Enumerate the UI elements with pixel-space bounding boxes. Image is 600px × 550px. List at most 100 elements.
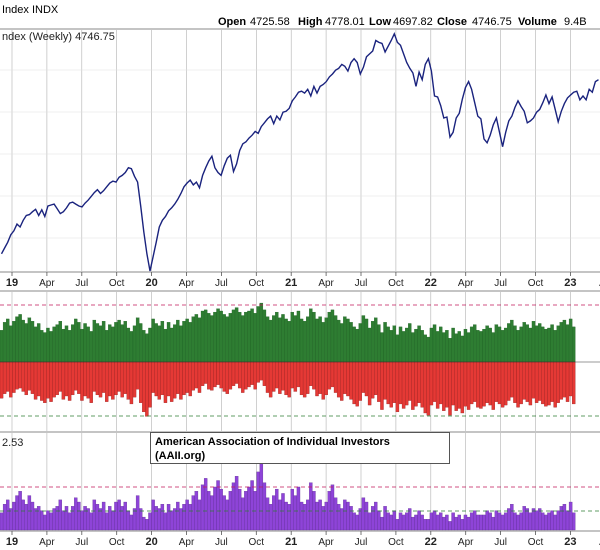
bearish-bar	[562, 361, 567, 398]
ratio-bar	[377, 510, 381, 531]
bearish-bar	[482, 361, 486, 407]
bearish-bar	[544, 361, 548, 407]
bearish-bar	[36, 361, 41, 397]
ratio-bar	[135, 495, 140, 531]
bullish-bar	[67, 330, 72, 363]
ratio-bar	[537, 508, 542, 531]
bullish-bar	[142, 330, 146, 363]
bearish-bar	[405, 361, 409, 406]
ratio-bar	[117, 499, 121, 531]
bullish-bar	[473, 324, 477, 363]
bearish-bar	[500, 361, 505, 408]
bearish-bar	[30, 361, 35, 394]
ratio-bar	[237, 488, 242, 531]
ratio-bar	[321, 506, 325, 531]
bullish-bar	[296, 310, 301, 363]
bearish-bar	[139, 361, 143, 403]
bullish-bar	[98, 325, 103, 363]
bearish-bar	[507, 361, 511, 401]
bearish-bar	[355, 361, 359, 407]
bullish-bar	[197, 317, 202, 363]
bullish-bar	[262, 309, 267, 363]
ratio-bar	[572, 512, 576, 531]
ratio-bar	[24, 504, 28, 531]
ratio-bar	[0, 512, 4, 531]
bullish-bar	[194, 314, 199, 363]
bullish-bar	[358, 323, 363, 363]
bullish-bar	[105, 330, 109, 363]
bearish-bar	[457, 361, 461, 409]
bullish-bar	[135, 317, 140, 363]
ratio-bar	[55, 506, 59, 531]
ratio-bar	[420, 514, 424, 531]
ratio-bar	[120, 506, 124, 531]
ratio-bar	[309, 482, 313, 531]
bullish-bar	[531, 321, 536, 363]
x-tick-label: Oct	[388, 537, 404, 548]
x-tick-label: 20	[145, 277, 157, 289]
bullish-bar	[463, 328, 468, 363]
ratio-bar	[92, 499, 97, 531]
bearish-bar	[473, 361, 477, 402]
ratio-bar	[485, 510, 489, 531]
ratio-bar	[312, 491, 316, 531]
ratio-bar	[197, 499, 202, 531]
bearish-bar	[58, 361, 63, 392]
ratio-bar	[358, 508, 363, 531]
ratio-bar	[315, 501, 319, 531]
ratio-bar	[216, 480, 220, 531]
ratio-bar	[247, 486, 251, 531]
bearish-bar	[417, 361, 421, 403]
bearish-bar	[528, 361, 533, 406]
bullish-bar	[411, 332, 415, 363]
bullish-bar	[188, 322, 192, 363]
bullish-bar	[312, 311, 316, 363]
ratio-bar	[370, 506, 375, 531]
bullish-bar	[482, 328, 486, 363]
ratio-bar	[439, 512, 443, 531]
ratio-bar	[559, 506, 564, 531]
bullish-bar	[203, 309, 208, 363]
volume-label: Volume	[518, 16, 557, 28]
bullish-bar	[43, 332, 47, 363]
bullish-bar	[213, 311, 217, 363]
x-tick-label: 21	[285, 277, 297, 289]
bullish-bar	[466, 332, 471, 363]
close-label: Close	[437, 16, 467, 28]
ratio-bar	[556, 510, 560, 531]
bearish-bar	[268, 361, 273, 398]
bearish-bar	[27, 361, 32, 391]
bullish-bar	[281, 314, 285, 363]
bullish-bar	[12, 321, 16, 363]
bearish-bar	[148, 361, 152, 408]
symbol-label: Index INDX	[2, 4, 59, 16]
bullish-bar	[516, 330, 520, 363]
bullish-bar	[435, 331, 440, 363]
bearish-bar	[151, 361, 155, 393]
ratio-bar	[83, 506, 87, 531]
bullish-bar	[457, 331, 461, 363]
bullish-bar	[173, 324, 177, 363]
bearish-bar	[516, 361, 520, 408]
ratio-bar	[513, 512, 517, 531]
ratio-bar	[318, 499, 322, 531]
ratio-bar	[61, 510, 66, 531]
bearish-bar	[559, 361, 564, 400]
x-tick-label: Oct	[249, 537, 265, 548]
bullish-bar	[562, 319, 567, 363]
bullish-bar	[519, 326, 523, 363]
bearish-bar	[525, 361, 530, 402]
bearish-bar	[222, 361, 226, 392]
ratio-bar	[6, 499, 10, 531]
bearish-bar	[132, 361, 137, 398]
bearish-bar	[315, 361, 319, 397]
ratio-bar	[432, 510, 437, 531]
ratio-bar	[392, 510, 397, 531]
volume-value: 9.4B	[564, 16, 587, 28]
bullish-bar	[145, 333, 149, 363]
ratio-bar	[349, 506, 353, 531]
bearish-bar	[312, 361, 316, 390]
bearish-bar	[550, 361, 554, 402]
bullish-bar	[83, 323, 87, 363]
ratio-bar	[296, 486, 301, 531]
